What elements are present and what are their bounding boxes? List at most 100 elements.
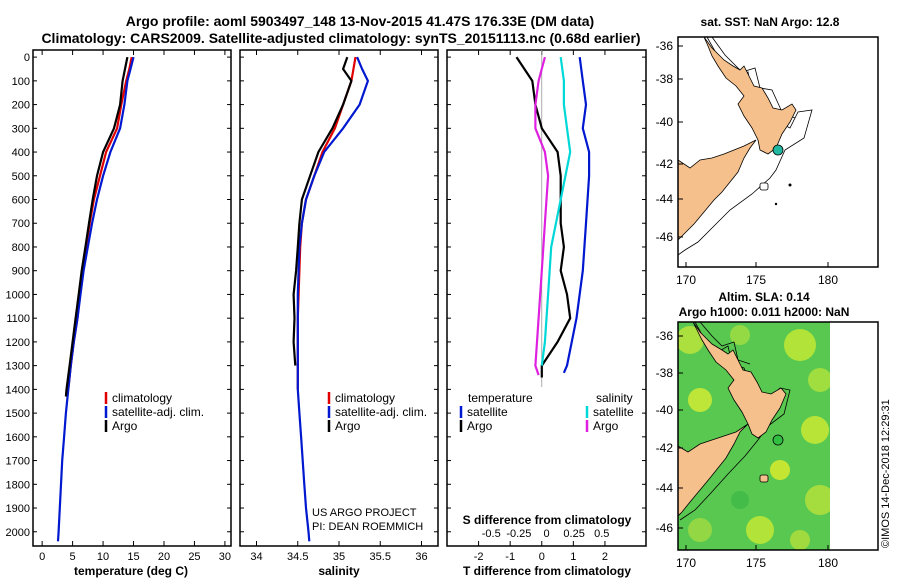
depth-contour [679, 322, 791, 521]
project-credit-line-2: PI: DEAN ROEMMICH [312, 521, 423, 533]
depth-tick-label: 1400 [6, 384, 30, 396]
legend-sal-satellite: satellite [593, 405, 634, 419]
depth-tick-label: 900 [12, 266, 30, 278]
sla-patch [805, 485, 830, 515]
sla-patch [808, 368, 830, 392]
sst-map-axes: 170 175 180 -36 -38 -40 -42 -44 -46 [656, 39, 839, 287]
x-tick-label: 5 [70, 551, 76, 563]
south-island [678, 423, 749, 517]
legend-temp-satellite: satellite [467, 405, 508, 419]
sla-map-title-1: Altim. SLA: 0.14 [718, 290, 810, 304]
depth-tick-label: 2000 [6, 527, 30, 539]
series-line-satellite-adj-clim- [296, 56, 369, 542]
depth-tick-label: 1500 [6, 408, 30, 420]
sla-map-frame [677, 321, 879, 551]
sla-map-axes: 170 175 180 -36 -38 -40 -42 -44 -46 [656, 329, 839, 570]
x-tick-label: 1 [570, 551, 576, 563]
imos-credit: ©IMOS 14-Dec-2018 12:29:31 [880, 399, 892, 548]
depth-tick-label: 1200 [6, 337, 30, 349]
lat-tick-label: -40 [656, 115, 674, 129]
sst-map [678, 37, 878, 267]
depth-contour [699, 322, 751, 365]
sla-patch [688, 388, 712, 412]
legend-argo: Argo [335, 419, 361, 433]
series-line-salinity-argo [534, 56, 550, 376]
lat-tick-label: -42 [656, 157, 674, 171]
lat-tick-label: -36 [656, 329, 674, 343]
legend-temp-argo: Argo [467, 419, 493, 433]
sla-patch [731, 491, 749, 509]
salinity-xlabel: salinity [318, 564, 360, 578]
legend-climatology: climatology [112, 391, 172, 405]
x-tick-label: 30 [219, 551, 231, 563]
depth-tick-label: 1700 [6, 456, 30, 468]
legend-satellite: satellite-adj. clim. [112, 405, 204, 419]
series-line-climatology [67, 56, 133, 390]
s-difference-xlabel: S difference from climatology [463, 513, 632, 527]
lat-tick-label: -42 [656, 441, 674, 455]
temperature-panel: 0 5 10 15 20 25 30 [39, 50, 231, 563]
project-credit-line-1: US ARGO PROJECT [312, 507, 417, 519]
sst-map-frame [677, 36, 879, 268]
sla-map [678, 322, 830, 550]
depth-tick-label: 1600 [6, 432, 30, 444]
depth-tick-label: 400 [12, 147, 30, 159]
salinity-legend: climatology satellite-adj. clim. Argo [327, 391, 427, 433]
temperature-legend: climatology satellite-adj. clim. Argo [104, 391, 204, 433]
sla-patch [688, 518, 712, 542]
series-line-satellite-adj-clim- [56, 56, 135, 542]
lat-tick-label: -46 [656, 230, 674, 244]
x-tick-label: 20 [158, 551, 170, 563]
sla-map-title-2: Argo h1000: 0.011 h2000: NaN [679, 305, 850, 319]
depth-tick-label: 300 [12, 123, 30, 135]
t-difference-xlabel: T difference from climatology [463, 564, 631, 578]
temperature-xlabel: temperature (deg C) [74, 564, 188, 578]
lon-tick-label: 175 [746, 556, 766, 570]
series-line-temperature-argo [515, 56, 572, 378]
sla-patch [801, 416, 829, 444]
depth-tick-label: 1100 [6, 313, 30, 325]
lat-tick-label: -38 [656, 366, 674, 380]
difference-panel-frame [446, 49, 647, 547]
sst-map-title: sat. SST: NaN Argo: 12.8 [701, 15, 840, 29]
sla-patch [784, 329, 816, 361]
s-tick-label: 0.25 [563, 528, 584, 540]
lat-tick-label: -36 [656, 39, 674, 53]
temperature-panel-frame [32, 49, 232, 547]
south-island [678, 139, 757, 241]
float-position-marker [772, 434, 784, 446]
x-tick-label: 35.5 [370, 551, 391, 563]
depth-tick-label: 1000 [6, 289, 30, 301]
x-tick-label: 34.5 [287, 551, 308, 563]
x-tick-label: 0 [39, 551, 45, 563]
lon-tick-label: 170 [676, 556, 696, 570]
x-tick-label: 36 [415, 551, 427, 563]
x-tick-label: 2 [602, 551, 608, 563]
s-tick-label: 0 [543, 528, 549, 540]
salinity-panel: 34 34.5 35 35.5 36 [250, 50, 428, 563]
depth-contour [711, 37, 796, 119]
s-tick-label: -0.5 [482, 528, 501, 540]
lon-tick-label: 175 [746, 273, 766, 287]
depth-tick-label: 1900 [6, 503, 30, 515]
legend-climatology: climatology [335, 391, 395, 405]
legend-title-temperature: temperature [468, 391, 533, 405]
depth-tick-label: 700 [12, 218, 30, 230]
x-tick-label: 0 [539, 551, 545, 563]
lon-tick-label: 170 [676, 273, 696, 287]
legend-argo: Argo [112, 419, 138, 433]
sla-patch [770, 460, 790, 480]
lat-tick-label: -46 [656, 521, 674, 535]
difference-legend: temperature salinity satellite Argo sate… [459, 391, 634, 433]
sla-patch [678, 326, 704, 354]
depth-tick-label: 200 [12, 100, 30, 112]
north-island [692, 322, 787, 439]
x-tick-label: -1 [505, 551, 515, 563]
depth-tick-label: 800 [12, 242, 30, 254]
s-tick-label: -0.25 [506, 528, 531, 540]
legend-satellite: satellite-adj. clim. [335, 405, 427, 419]
x-tick-label: 15 [127, 551, 139, 563]
series-line-climatology [296, 56, 357, 390]
s-tick-label: 0.5 [594, 528, 609, 540]
